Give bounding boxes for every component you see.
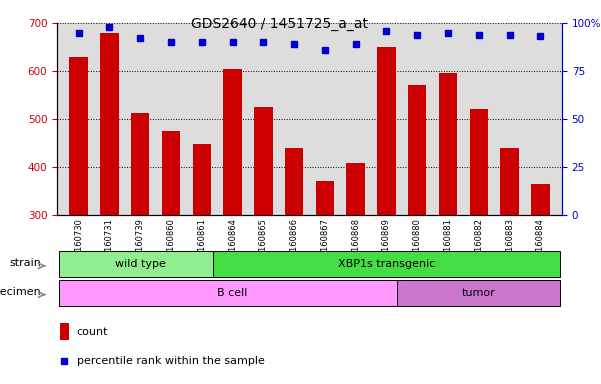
Bar bbox=[439, 73, 457, 215]
Text: XBP1s transgenic: XBP1s transgenic bbox=[338, 259, 435, 270]
Bar bbox=[285, 148, 304, 215]
Bar bbox=[531, 184, 550, 215]
Text: percentile rank within the sample: percentile rank within the sample bbox=[76, 356, 264, 366]
Text: tumor: tumor bbox=[462, 288, 496, 298]
Text: count: count bbox=[76, 327, 108, 337]
Bar bbox=[224, 69, 242, 215]
Bar bbox=[69, 56, 88, 215]
Bar bbox=[100, 33, 118, 215]
Bar bbox=[469, 109, 488, 215]
Bar bbox=[254, 107, 273, 215]
Bar bbox=[408, 86, 427, 215]
Bar bbox=[59, 252, 222, 277]
Text: strain: strain bbox=[9, 258, 41, 268]
Text: wild type: wild type bbox=[115, 259, 166, 270]
Bar bbox=[316, 182, 334, 215]
Bar bbox=[501, 148, 519, 215]
Bar bbox=[213, 252, 560, 277]
Bar bbox=[59, 280, 406, 306]
Bar bbox=[346, 163, 365, 215]
Bar bbox=[162, 131, 180, 215]
Text: specimen: specimen bbox=[0, 287, 41, 297]
Text: B cell: B cell bbox=[218, 288, 248, 298]
Bar bbox=[397, 280, 560, 306]
Bar bbox=[131, 113, 150, 215]
Bar bbox=[377, 47, 395, 215]
Text: GDS2640 / 1451725_a_at: GDS2640 / 1451725_a_at bbox=[191, 17, 368, 31]
Bar bbox=[192, 144, 211, 215]
Bar bbox=[59, 323, 69, 340]
